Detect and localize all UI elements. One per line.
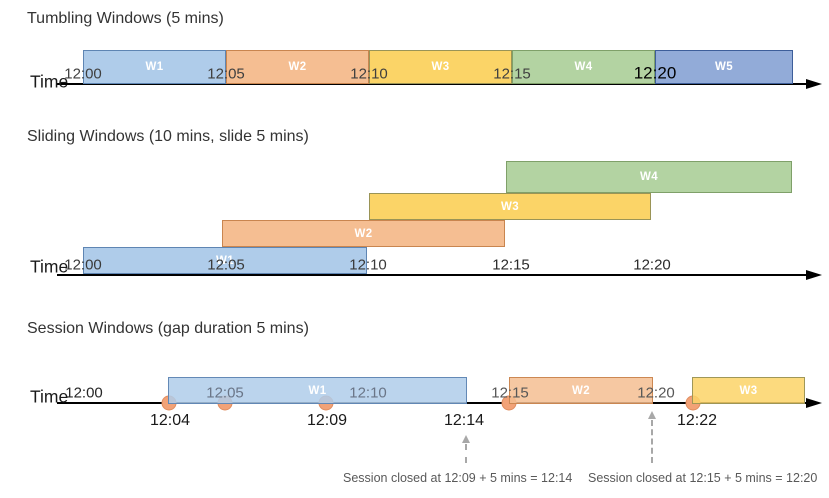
- axis-time-label: 12:10: [349, 384, 387, 402]
- window-label: W3: [431, 61, 450, 73]
- sliding-time-axis-label: Time: [30, 256, 69, 277]
- sliding-window-w2: W2: [222, 220, 505, 247]
- session-closed-annotation: Session closed at 12:15 + 5 mins = 12:20: [588, 471, 818, 485]
- window-label: W2: [288, 61, 307, 73]
- sliding-section-title: Sliding Windows (10 mins, slide 5 mins): [27, 128, 309, 145]
- window-label: W2: [571, 384, 591, 397]
- session-section-title: Session Windows (gap duration 5 mins): [27, 320, 309, 337]
- session-time-axis-label: Time: [30, 386, 69, 407]
- dashed-up-arrow-icon: [462, 435, 470, 463]
- tumbling-axis-arrowhead-icon: [806, 79, 822, 89]
- event-time-label: 12:22: [676, 412, 718, 429]
- axis-time-label: 12:15: [491, 384, 529, 402]
- window-label: W5: [714, 61, 734, 73]
- axis-time-label: 12:15: [493, 65, 531, 83]
- axis-time-label: 12:20: [633, 63, 677, 83]
- dashed-up-arrow-icon: [648, 411, 656, 463]
- window-label: W1: [308, 384, 327, 397]
- sliding-window-w1: W1: [83, 247, 367, 274]
- axis-time-label: 12:05: [207, 256, 245, 274]
- sliding-window-w3: W3: [369, 193, 651, 220]
- axis-time-label: 12:15: [492, 256, 530, 274]
- session-closed-annotation: Session closed at 12:09 + 5 mins = 12:14: [343, 471, 573, 485]
- window-label: W4: [574, 61, 593, 73]
- tumbling-time-axis-line: [57, 83, 806, 85]
- session-window-w2: W2: [509, 377, 653, 404]
- session-axis-arrowhead-icon: [806, 398, 822, 408]
- window-label: W3: [739, 384, 758, 397]
- window-label: W3: [500, 200, 520, 213]
- axis-time-label: 12:00: [65, 384, 103, 402]
- sliding-axis-arrowhead-icon: [806, 270, 822, 280]
- tumbling-window-w4: W4: [512, 50, 655, 84]
- window-label: W1: [145, 61, 164, 73]
- window-label: W1: [215, 254, 235, 267]
- window-label: W2: [354, 227, 373, 240]
- axis-time-label: 12:05: [207, 65, 245, 83]
- event-time-label: 12:04: [149, 412, 191, 429]
- tumbling-time-axis-label: Time: [30, 71, 69, 92]
- axis-time-label: 12:20: [637, 384, 675, 402]
- tumbling-window-w3: W3: [369, 50, 512, 84]
- axis-time-label: 12:20: [633, 256, 671, 274]
- axis-time-label: 12:10: [349, 256, 387, 274]
- window-label: W4: [639, 171, 659, 183]
- event-time-label: 12:14: [443, 412, 485, 429]
- session-window-w3: W3: [692, 377, 805, 404]
- session-window-w1: W1: [168, 377, 467, 404]
- axis-time-label: 12:05: [206, 384, 244, 402]
- axis-time-label: 12:10: [350, 65, 388, 83]
- sliding-time-axis-line: [57, 274, 806, 276]
- event-time-label: 12:09: [306, 412, 348, 429]
- axis-time-label: 12:00: [64, 256, 102, 274]
- sliding-window-w4: W4: [506, 161, 792, 193]
- tumbling-window-w2: W2: [226, 50, 369, 84]
- tumbling-window-w5: W5: [655, 50, 793, 84]
- tumbling-section-title: Tumbling Windows (5 mins): [27, 10, 224, 27]
- tumbling-window-w1: W1: [83, 50, 226, 84]
- axis-time-label: 12:00: [64, 65, 102, 83]
